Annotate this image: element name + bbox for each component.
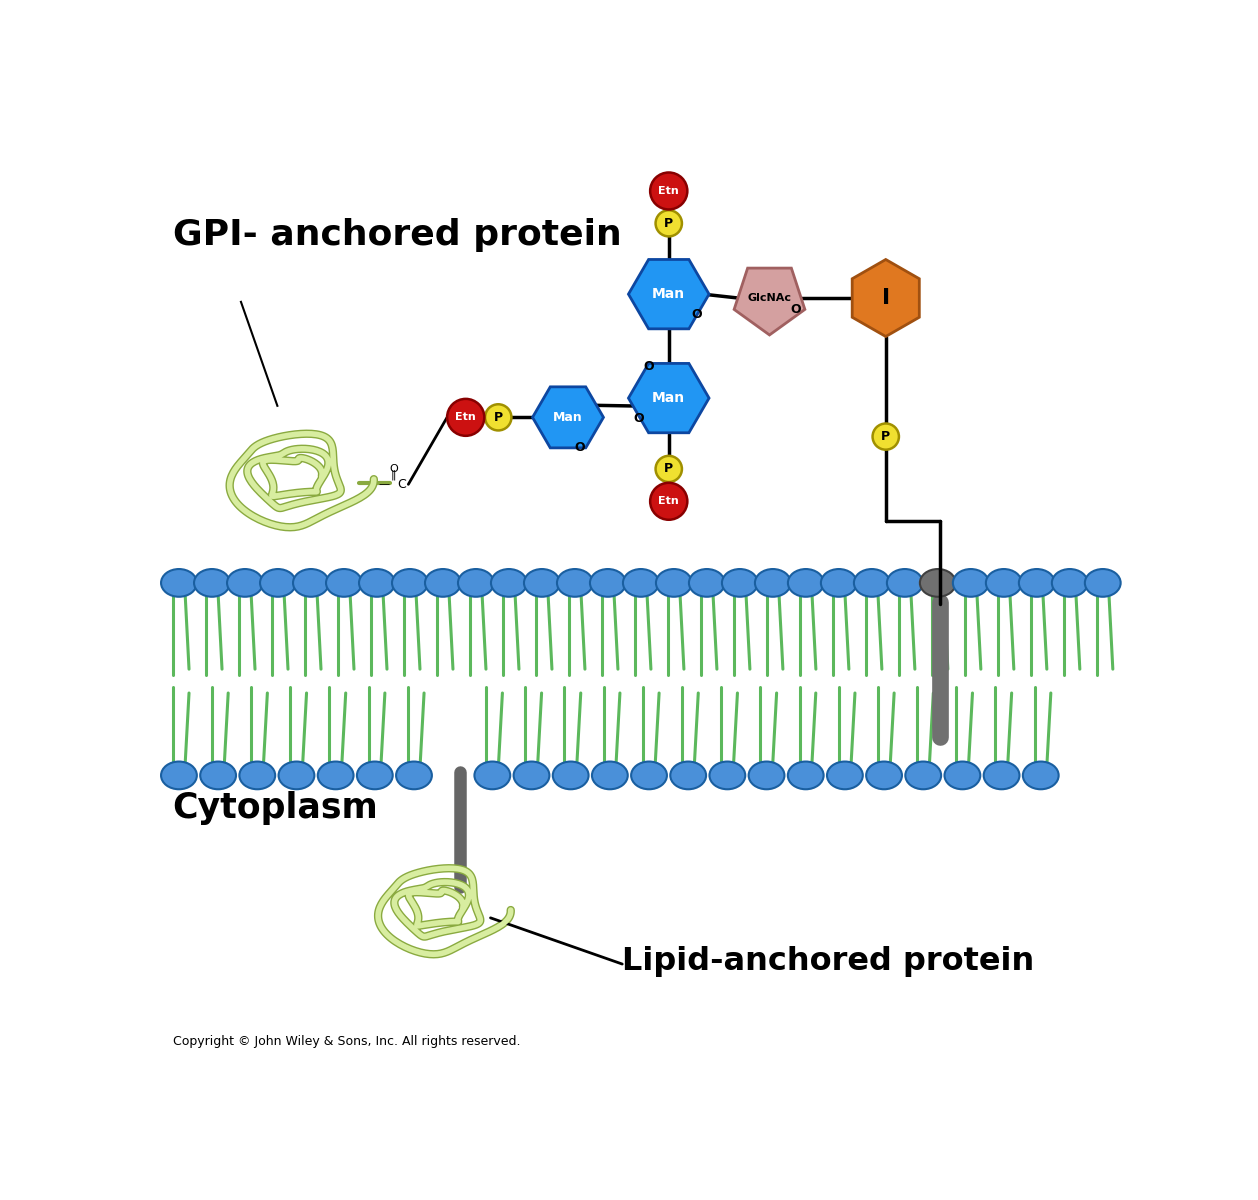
Ellipse shape — [557, 569, 593, 596]
Ellipse shape — [359, 569, 395, 596]
Ellipse shape — [525, 569, 560, 596]
Ellipse shape — [194, 569, 230, 596]
Circle shape — [650, 173, 687, 210]
Ellipse shape — [491, 569, 527, 596]
Text: Etn: Etn — [658, 497, 679, 506]
Ellipse shape — [593, 762, 628, 790]
Ellipse shape — [590, 569, 625, 596]
Polygon shape — [532, 386, 604, 448]
Ellipse shape — [278, 762, 314, 790]
Ellipse shape — [984, 762, 1019, 790]
Ellipse shape — [1019, 569, 1054, 596]
Text: Copyright © John Wiley & Sons, Inc. All rights reserved.: Copyright © John Wiley & Sons, Inc. All … — [172, 1034, 521, 1048]
Polygon shape — [735, 268, 805, 335]
Ellipse shape — [1084, 569, 1121, 596]
Ellipse shape — [260, 569, 296, 596]
Text: ‖: ‖ — [391, 470, 396, 480]
Ellipse shape — [239, 762, 276, 790]
Ellipse shape — [513, 762, 550, 790]
Ellipse shape — [293, 569, 328, 596]
Ellipse shape — [952, 569, 989, 596]
Ellipse shape — [161, 569, 196, 596]
Text: O: O — [790, 302, 801, 316]
Ellipse shape — [161, 762, 196, 790]
Circle shape — [447, 398, 484, 436]
Text: O: O — [633, 412, 644, 425]
Ellipse shape — [632, 762, 667, 790]
Text: O: O — [643, 360, 654, 372]
Ellipse shape — [623, 569, 659, 596]
Ellipse shape — [827, 762, 863, 790]
Text: P: P — [664, 462, 673, 475]
Ellipse shape — [396, 762, 431, 790]
Text: P: P — [493, 410, 503, 424]
Ellipse shape — [755, 569, 791, 596]
Ellipse shape — [318, 762, 353, 790]
Ellipse shape — [458, 569, 494, 596]
Ellipse shape — [392, 569, 428, 596]
Circle shape — [486, 404, 512, 431]
Text: C: C — [398, 478, 406, 491]
Circle shape — [655, 210, 682, 236]
Ellipse shape — [226, 569, 263, 596]
Ellipse shape — [867, 762, 902, 790]
Ellipse shape — [854, 569, 889, 596]
Text: Etn: Etn — [455, 413, 476, 422]
Text: Man: Man — [652, 287, 686, 301]
Polygon shape — [852, 259, 920, 336]
Ellipse shape — [689, 569, 725, 596]
Ellipse shape — [788, 762, 824, 790]
Ellipse shape — [945, 762, 980, 790]
Text: —: — — [377, 479, 389, 490]
Ellipse shape — [920, 569, 956, 596]
Text: O: O — [692, 307, 702, 320]
Text: I: I — [882, 288, 889, 308]
Polygon shape — [629, 364, 710, 433]
Ellipse shape — [474, 762, 511, 790]
Ellipse shape — [821, 569, 857, 596]
Ellipse shape — [655, 569, 692, 596]
Text: P: P — [664, 217, 673, 230]
Text: Cytoplasm: Cytoplasm — [172, 791, 379, 824]
Ellipse shape — [1052, 569, 1088, 596]
Ellipse shape — [788, 569, 824, 596]
Text: Etn: Etn — [658, 186, 679, 196]
Text: Lipid-anchored protein: Lipid-anchored protein — [623, 947, 1034, 977]
Text: GlcNAc: GlcNAc — [747, 293, 791, 302]
Circle shape — [655, 456, 682, 482]
Ellipse shape — [200, 762, 237, 790]
Ellipse shape — [552, 762, 589, 790]
Polygon shape — [629, 259, 710, 329]
Circle shape — [873, 424, 899, 450]
Text: P: P — [881, 430, 891, 443]
Ellipse shape — [906, 762, 941, 790]
Text: Man: Man — [652, 391, 686, 406]
Text: O: O — [575, 440, 585, 454]
Ellipse shape — [722, 569, 757, 596]
Ellipse shape — [326, 569, 362, 596]
Ellipse shape — [749, 762, 785, 790]
Ellipse shape — [425, 569, 460, 596]
Ellipse shape — [710, 762, 745, 790]
Ellipse shape — [986, 569, 1021, 596]
Ellipse shape — [357, 762, 392, 790]
Ellipse shape — [671, 762, 706, 790]
Circle shape — [650, 482, 687, 520]
Text: Man: Man — [554, 410, 582, 424]
Ellipse shape — [887, 569, 922, 596]
Text: O: O — [389, 464, 398, 474]
Ellipse shape — [1023, 762, 1059, 790]
Text: GPI- anchored protein: GPI- anchored protein — [172, 218, 621, 252]
